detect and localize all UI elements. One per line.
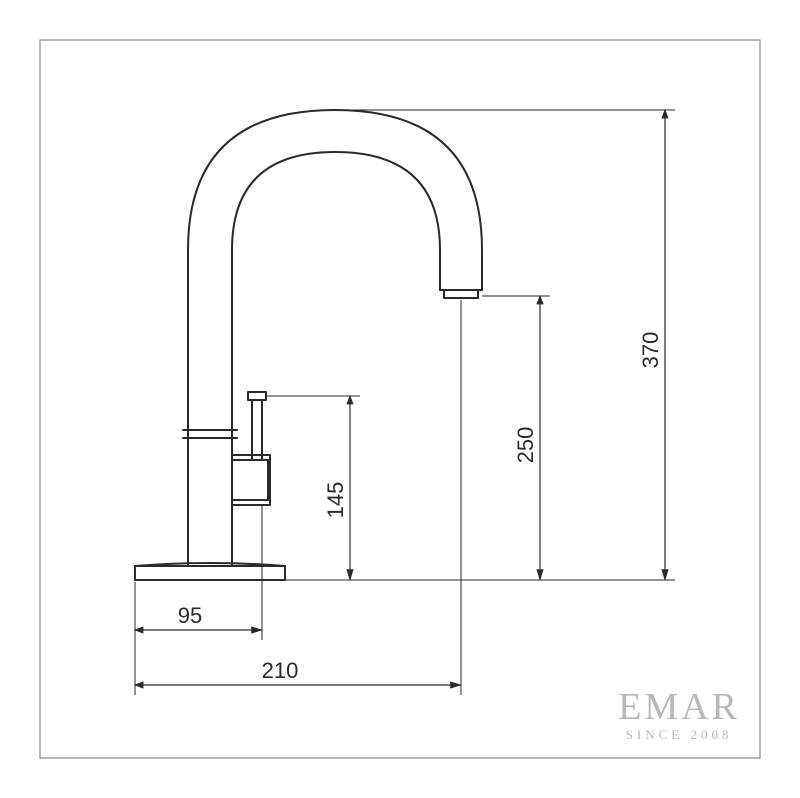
dim-145: 145 — [323, 482, 348, 519]
brand-name: EMAR — [618, 685, 740, 729]
drawing-canvas: 210 95 145 250 370 EMAR SINCE 2008 — [0, 0, 800, 798]
dim-95: 95 — [178, 603, 202, 628]
brand-logo: EMAR SINCE 2008 — [618, 685, 740, 743]
brand-since: SINCE 2008 — [618, 727, 740, 743]
technical-drawing-svg: 210 95 145 250 370 — [0, 0, 800, 798]
frame-border — [40, 40, 760, 758]
faucet-outline — [135, 110, 482, 580]
dimension-lines — [135, 110, 665, 685]
dim-370: 370 — [638, 332, 663, 369]
extension-lines — [135, 110, 675, 695]
dim-210: 210 — [262, 658, 299, 683]
dim-250: 250 — [513, 427, 538, 464]
